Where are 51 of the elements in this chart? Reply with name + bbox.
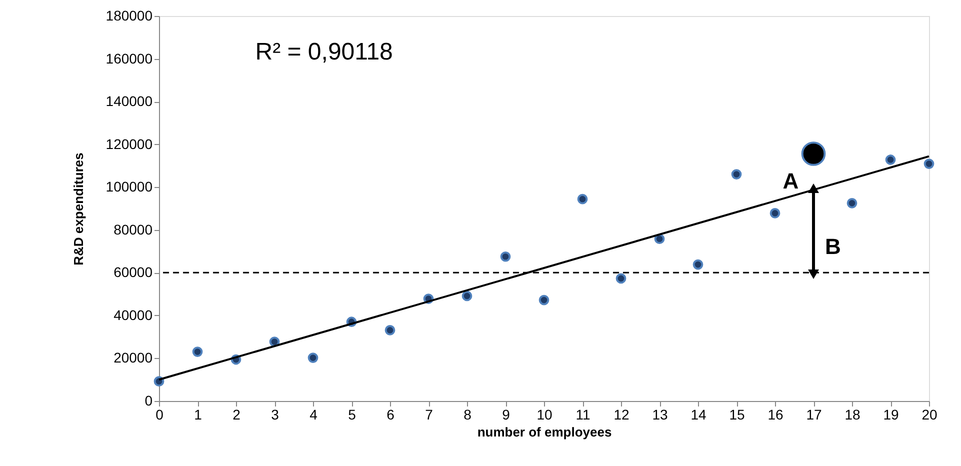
point [384,325,396,336]
x-tick-label: 15 [729,406,745,422]
point [801,142,826,166]
x-tick-label: 19 [883,406,899,422]
x-tick-label: 13 [652,406,668,422]
y-tick-label: 120000 [106,136,153,152]
x-tick-label: 14 [690,406,706,422]
point [692,259,704,270]
x-tick-label: 2 [232,406,241,422]
x-tick-label: 12 [614,406,630,422]
point [616,273,626,284]
point [500,251,511,262]
y-tick-label: 140000 [106,93,153,110]
point [924,158,934,169]
y-tick-label: 0 [144,392,153,408]
point [462,290,472,302]
y-tick-label: 100000 [106,178,153,195]
x-tick-label: 5 [348,406,356,422]
point [846,198,858,208]
point [885,154,896,165]
x-tick-label: 0 [156,406,164,422]
x-axis-title: number of employees [477,424,612,440]
annotation: A [782,168,799,194]
x-tick-label: 17 [806,406,822,422]
point [731,169,742,180]
y-tick-label: 20000 [114,350,153,366]
point [770,208,780,218]
x-tick-label: 3 [271,406,280,422]
x-tick-label: 4 [310,406,318,422]
x-tick-label: 10 [536,406,552,422]
x-tick-label: 7 [425,406,434,422]
x-tick-label: 18 [844,406,860,422]
point [577,194,588,204]
x-tick-label: 1 [194,406,202,422]
x-tick-label: 11 [576,406,590,422]
x-tick-label: 20 [922,406,938,422]
y-tick-label: 180000 [106,8,153,24]
point [192,346,203,357]
y-tick-label: 40000 [114,306,153,323]
point [308,352,318,363]
y-tick-label: 80000 [114,221,153,238]
annotation: B [825,234,841,259]
point [538,294,550,306]
x-tick-label: 6 [386,406,395,422]
x-tick-label: 8 [464,406,472,422]
x-tick-label: 16 [768,406,784,422]
y-tick-label: 160000 [106,50,153,66]
y-tick-label: 60000 [114,264,153,280]
annotation: R² = 0,90118 [255,38,393,66]
y-axis-title: R&D expenditures [70,152,86,266]
x-tick-label: 9 [502,406,510,422]
